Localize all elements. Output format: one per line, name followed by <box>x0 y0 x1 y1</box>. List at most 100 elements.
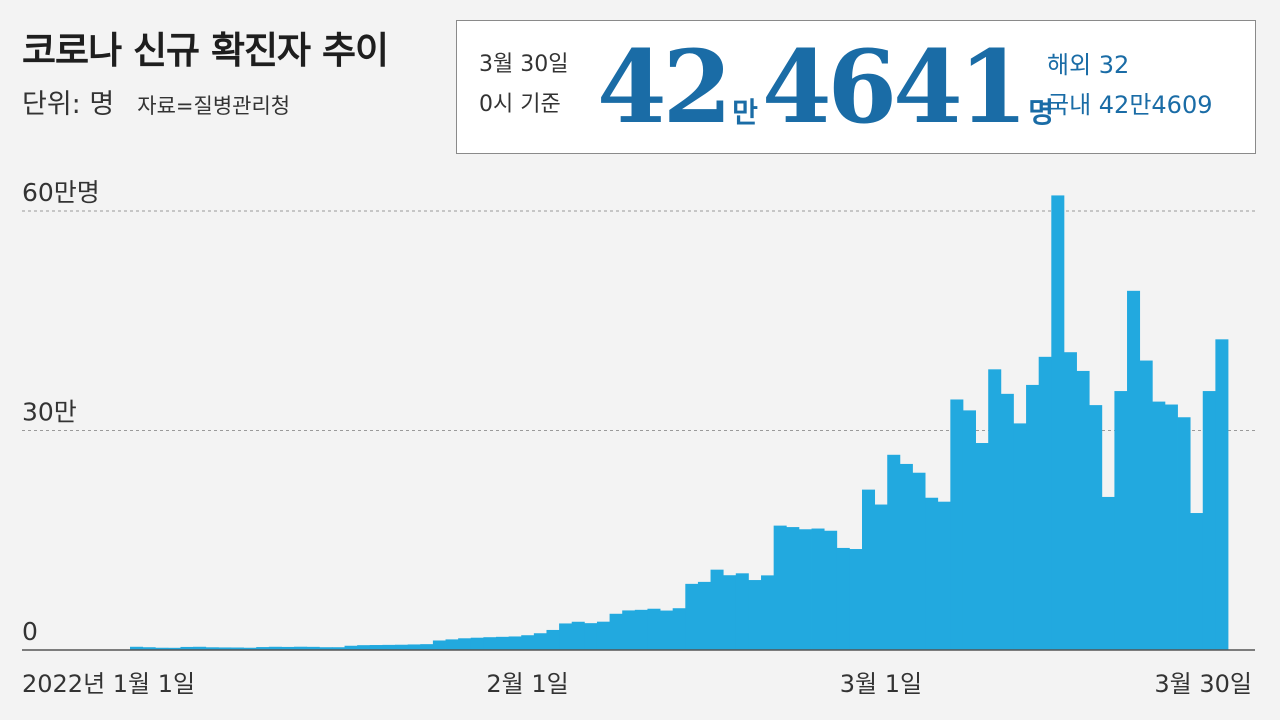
bar <box>672 608 686 650</box>
bar <box>962 410 976 650</box>
bar <box>1038 356 1052 650</box>
bar <box>395 644 409 650</box>
bar <box>798 529 812 650</box>
unit-row: 단위: 명 자료=질병관리청 <box>22 82 290 121</box>
bar <box>634 609 648 650</box>
bar <box>382 644 396 650</box>
bar <box>432 640 446 650</box>
bar <box>584 623 598 650</box>
total-count: 42 만4641 명 <box>597 31 1058 143</box>
bar <box>748 580 762 650</box>
bar <box>496 636 510 650</box>
bar <box>167 647 181 650</box>
bar <box>218 647 232 650</box>
bar <box>988 369 1002 650</box>
bar <box>1202 391 1216 650</box>
bar <box>1076 370 1090 650</box>
bar <box>180 646 194 650</box>
bar <box>243 647 257 650</box>
x-tick-label: 2022년 1월 1일 <box>22 670 195 698</box>
bar <box>470 637 484 650</box>
bar <box>483 637 497 650</box>
y-tick-label: 30만 <box>22 398 77 427</box>
basis-hour: 0시 기준 <box>479 92 561 117</box>
bar <box>445 639 459 650</box>
bar <box>508 636 522 650</box>
bar <box>1063 352 1077 650</box>
bar <box>1089 405 1103 650</box>
bar <box>205 647 219 650</box>
domestic-count: 국내 42만4609 <box>1047 91 1213 119</box>
chart-title: 코로나 신규 확진자 추이 <box>22 29 389 72</box>
bar <box>824 530 838 650</box>
bar <box>874 504 888 650</box>
y-tick-label: 0 <box>22 617 38 646</box>
total-count-part1: 42 <box>597 28 732 146</box>
bar <box>786 527 800 650</box>
bar <box>230 647 244 650</box>
total-count-part2: 4641 <box>761 28 1028 146</box>
bar <box>155 647 169 650</box>
bar <box>622 610 636 650</box>
bar <box>1101 496 1115 650</box>
bar <box>761 575 775 650</box>
bar <box>1152 401 1166 650</box>
bar <box>130 646 144 650</box>
bar <box>357 645 371 650</box>
bar <box>319 647 333 650</box>
bar <box>533 633 547 650</box>
bar <box>647 608 661 650</box>
basis-time: 3월 30일 0시 기준 <box>479 45 568 125</box>
bar <box>773 525 787 650</box>
x-tick-label: 2월 1일 <box>486 670 568 698</box>
bar <box>609 613 623 650</box>
y-tick-label: 60만명 <box>22 178 100 207</box>
bar <box>735 573 749 650</box>
total-count-unit-man: 만 <box>732 96 758 129</box>
bar <box>697 581 711 650</box>
bar <box>281 646 295 650</box>
bar <box>710 569 724 650</box>
latest-count-callout: 3월 30일 0시 기준 42 만4641 명 해외 32 국내 42만4609 <box>456 20 1256 154</box>
bar <box>950 399 964 650</box>
bar <box>1051 195 1065 651</box>
bar <box>458 638 472 650</box>
bar <box>559 623 573 650</box>
total-count-unit-myeong: 명 <box>1028 96 1055 129</box>
bar <box>420 644 434 650</box>
bar <box>1139 360 1153 650</box>
bar <box>925 497 939 650</box>
y-axis-labels: 0 30만 60만명 <box>22 178 100 646</box>
unit-label: 단위: 명 <box>22 89 115 120</box>
bar <box>306 646 320 650</box>
bar <box>142 647 156 650</box>
bar <box>862 489 876 650</box>
bar <box>1177 417 1191 650</box>
bar <box>1215 339 1229 650</box>
bar <box>521 635 535 650</box>
bar <box>899 463 913 650</box>
bar <box>811 528 825 650</box>
bar <box>407 644 421 650</box>
bars <box>130 195 1229 651</box>
bar <box>546 629 560 650</box>
x-tick-label: 3월 1일 <box>840 670 922 698</box>
bar <box>193 646 207 650</box>
bar <box>256 647 270 650</box>
bar <box>294 646 308 650</box>
bar <box>1127 290 1141 650</box>
bar <box>369 645 383 650</box>
overseas-count: 해외 32 <box>1047 51 1130 79</box>
bar <box>344 645 358 650</box>
x-tick-label: 3월 30일 <box>1154 670 1252 698</box>
bar <box>331 647 345 650</box>
bar <box>1000 393 1014 650</box>
bar <box>1026 384 1040 650</box>
bar <box>685 583 699 650</box>
x-axis-labels: 2022년 1월 1일 2월 1일 3월 1일 3월 30일 <box>22 670 1252 698</box>
basis-date: 3월 30일 <box>479 52 569 77</box>
source-label: 자료=질병관리청 <box>137 94 291 118</box>
bar <box>596 621 610 650</box>
bar <box>660 610 674 650</box>
